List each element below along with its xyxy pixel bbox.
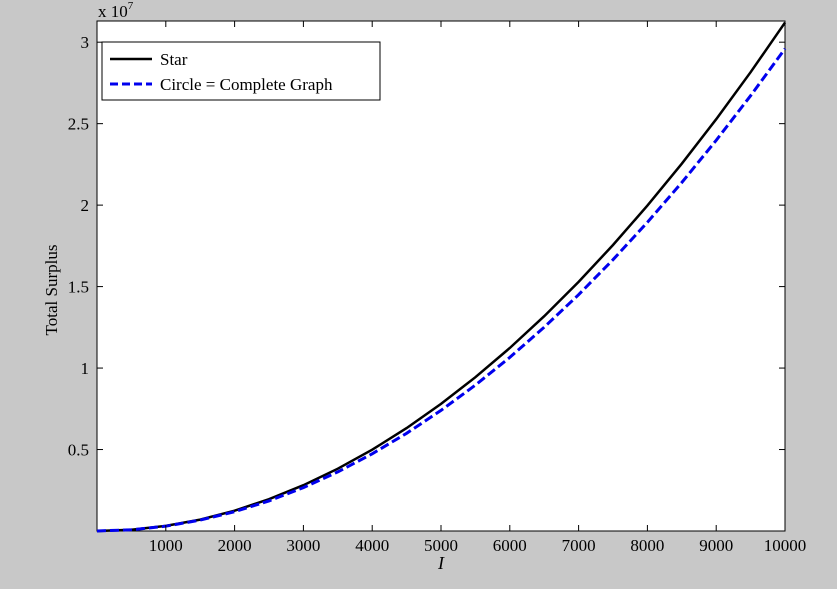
y-tick-label: 0.5: [68, 441, 89, 460]
series-layer: [96, 21, 787, 533]
y-exponent-label: x 107: [98, 0, 134, 21]
x-tick-label: 7000: [562, 536, 596, 555]
x-tick-label: 6000: [493, 536, 527, 555]
x-tick-label: 2000: [218, 536, 252, 555]
y-tick-label: 3: [81, 33, 90, 52]
legend: Star Circle = Complete Graph: [101, 41, 381, 101]
plot-area: [96, 20, 786, 532]
legend-label-circle: Circle = Complete Graph: [160, 75, 333, 94]
x-tick-label: 5000: [424, 536, 458, 555]
y-tick-label: 2.5: [68, 115, 89, 134]
y-tick-label: 2: [81, 196, 90, 215]
x-tick-label: 9000: [699, 536, 733, 555]
x-tick-label: 3000: [286, 536, 320, 555]
x-tick-label: 4000: [355, 536, 389, 555]
y-exponent-power: 7: [128, 0, 134, 12]
x-axis-label: I: [437, 553, 445, 573]
x-tick-label: 10000: [764, 536, 807, 555]
legend-box: [101, 41, 381, 101]
y-tick-label: 1.5: [68, 278, 89, 297]
legend-label-star: Star: [160, 50, 188, 69]
ticks-layer: 1000 2000 3000 4000 5000 6000 7000 8000 9000 1000…: [68, 21, 807, 555]
x-tick-label: 8000: [630, 536, 664, 555]
x-tick-label: 1000: [149, 536, 183, 555]
series-line-0: [96, 21, 787, 533]
y-axis-label: Total Surplus: [42, 245, 61, 336]
series-line-1: [96, 47, 787, 533]
y-tick-label: 1: [81, 359, 90, 378]
